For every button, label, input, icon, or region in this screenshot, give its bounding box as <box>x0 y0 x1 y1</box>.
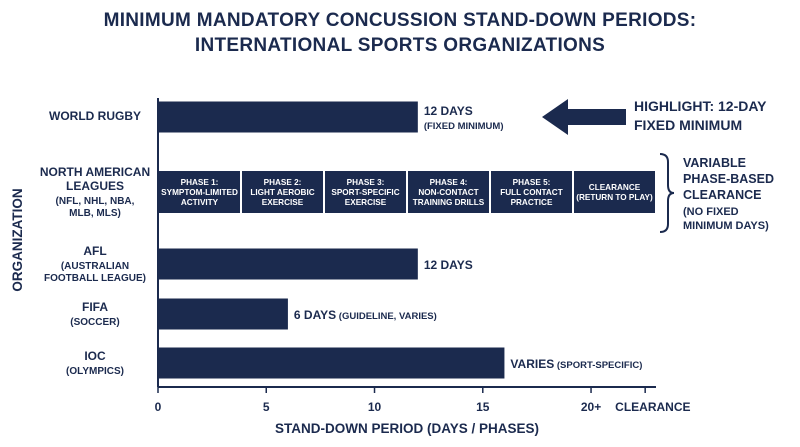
phase-label: EXERCISE <box>262 198 304 207</box>
data-label: 12 DAYS <box>424 104 473 118</box>
category-label: WORLD RUGBY <box>49 109 141 123</box>
phase-label: (RETURN TO PLAY) <box>576 193 653 202</box>
category-label: IOC <box>84 349 106 363</box>
x-tick-label: CLEARANCE <box>615 400 690 414</box>
phase-segment <box>491 171 572 213</box>
data-label-note: (SPORT-SPECIFIC) <box>554 360 642 371</box>
phase-label: SYMPTOM-LIMITED <box>161 188 238 197</box>
category-label: FOOTBALL LEAGUE) <box>44 273 146 284</box>
data-label: 12 DAYS <box>424 258 473 272</box>
side-note-line: CLEARANCE <box>683 188 761 202</box>
data-label: 6 DAYS (GUIDELINE, VARIES) <box>294 308 437 322</box>
phase-label: PRACTICE <box>511 198 553 207</box>
highlight-callout-line: HIGHLIGHT: 12-DAY <box>634 98 767 114</box>
bar <box>158 101 418 133</box>
phase-label: PHASE 4: <box>430 178 468 187</box>
data-label-note: (GUIDELINE, VARIES) <box>336 311 437 322</box>
x-tick-label: 0 <box>155 400 162 414</box>
category-label: (NFL, NHL, NBA, <box>56 196 135 207</box>
data-label-note: (FIXED MINIMUM) <box>424 121 504 132</box>
phase-label: LIGHT AEROBIC <box>250 188 314 197</box>
x-tick-label: 15 <box>476 400 490 414</box>
x-axis-title: STAND-DOWN PERIOD (DAYS / PHASES) <box>275 421 539 436</box>
x-tick-label: 20+ <box>581 400 601 414</box>
x-tick-label: 10 <box>368 400 382 414</box>
category-label: MLB, MLS) <box>69 208 121 219</box>
phase-label: SPORT-SPECIFIC <box>331 188 399 197</box>
bar <box>158 298 288 330</box>
phase-segment <box>242 171 323 213</box>
bar <box>158 248 418 280</box>
x-tick-label: 5 <box>263 400 270 414</box>
phase-label: FULL CONTACT <box>500 188 562 197</box>
side-note-sub-line: (NO FIXED <box>683 206 739 218</box>
bar <box>158 347 505 379</box>
phase-segment <box>325 171 406 213</box>
chart-title-line: MINIMUM MANDATORY CONCUSSION STAND-DOWN … <box>104 10 697 31</box>
highlight-arrow-icon <box>542 99 626 135</box>
phase-label: NON-CONTACT <box>418 188 478 197</box>
category-label: LEAGUES <box>66 179 124 193</box>
phase-segment <box>408 171 489 213</box>
phase-label: PHASE 1: <box>181 178 219 187</box>
phase-label: EXERCISE <box>345 198 387 207</box>
phase-label: PHASE 2: <box>264 178 302 187</box>
category-label: (OLYMPICS) <box>66 366 124 377</box>
category-label: NORTH AMERICAN <box>40 165 150 179</box>
phase-segment <box>159 171 240 213</box>
phase-label: CLEARANCE <box>589 183 641 192</box>
highlight-callout-line: FIXED MINIMUM <box>634 117 742 133</box>
category-label: (AUSTRALIAN <box>61 261 129 272</box>
phase-label: TRAINING DRILLS <box>413 198 485 207</box>
chart-title-line: INTERNATIONAL SPORTS ORGANIZATIONS <box>195 35 605 56</box>
side-note-line: PHASE-BASED <box>683 172 774 186</box>
side-note-sub-line: MINIMUM DAYS) <box>683 220 769 232</box>
category-label: AFL <box>83 244 106 258</box>
phase-segment <box>574 171 655 213</box>
phase-label: PHASE 3: <box>347 178 385 187</box>
category-label: (SOCCER) <box>70 317 119 328</box>
side-note-line: VARIABLE <box>683 156 746 170</box>
category-label: FIFA <box>82 300 108 314</box>
phase-label: ACTIVITY <box>181 198 219 207</box>
brace-icon <box>659 153 675 233</box>
data-label: VARIES (SPORT-SPECIFIC) <box>510 357 642 371</box>
y-axis-title: ORGANIZATION <box>10 188 25 291</box>
phase-label: PHASE 5: <box>513 178 551 187</box>
